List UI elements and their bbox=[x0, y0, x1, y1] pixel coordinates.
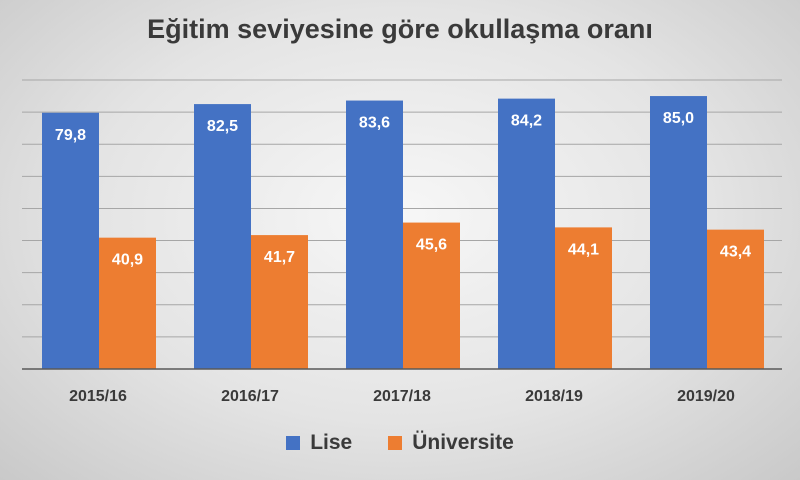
legend-item: Üniversite bbox=[388, 431, 514, 455]
data-label: 79,8 bbox=[55, 127, 86, 144]
bar bbox=[194, 104, 251, 369]
legend-label: Lise bbox=[310, 431, 353, 454]
data-label: 83,6 bbox=[359, 115, 390, 132]
bar bbox=[42, 112, 99, 370]
legend-swatch bbox=[286, 436, 301, 450]
bar bbox=[555, 227, 612, 369]
x-tick-label: 2018/19 bbox=[525, 388, 583, 405]
data-label: 82,5 bbox=[207, 118, 238, 135]
chart-legend: Lise Üniversite bbox=[0, 428, 800, 458]
chart-title: Eğitim seviyesine göre okullaşma oranı bbox=[147, 14, 653, 44]
data-label: 85,0 bbox=[663, 110, 694, 127]
bar bbox=[498, 98, 555, 369]
bar bbox=[346, 100, 403, 369]
legend-item: Lise bbox=[286, 431, 352, 455]
bar bbox=[251, 235, 308, 369]
bar bbox=[99, 237, 156, 369]
x-tick-label: 2017/18 bbox=[373, 388, 431, 405]
bar bbox=[403, 222, 460, 369]
x-tick-label: 2016/17 bbox=[221, 388, 279, 405]
bar bbox=[707, 229, 764, 369]
data-label: 43,4 bbox=[720, 244, 751, 261]
legend-swatch bbox=[388, 436, 403, 450]
x-tick-label: 2015/16 bbox=[69, 388, 127, 405]
data-label: 40,9 bbox=[112, 252, 143, 269]
data-label: 84,2 bbox=[511, 113, 542, 130]
data-label: 45,6 bbox=[416, 237, 447, 254]
x-tick-label: 2019/20 bbox=[677, 388, 735, 405]
legend-label: Üniversite bbox=[412, 431, 514, 454]
data-label: 44,1 bbox=[568, 241, 599, 258]
bar bbox=[650, 96, 707, 370]
data-label: 41,7 bbox=[264, 249, 295, 266]
